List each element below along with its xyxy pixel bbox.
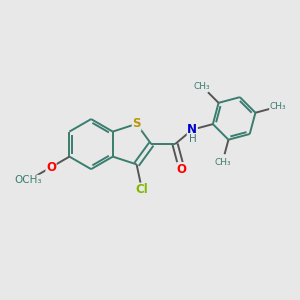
Text: O: O [177,163,187,176]
Text: O: O [46,161,56,174]
Text: CH₃: CH₃ [270,102,286,111]
Text: Cl: Cl [136,183,148,196]
Text: CH₃: CH₃ [194,82,210,91]
Text: H: H [189,134,197,144]
Text: N: N [187,123,197,136]
Text: OCH₃: OCH₃ [15,175,42,185]
Text: S: S [132,117,141,130]
Text: CH₃: CH₃ [214,158,231,167]
